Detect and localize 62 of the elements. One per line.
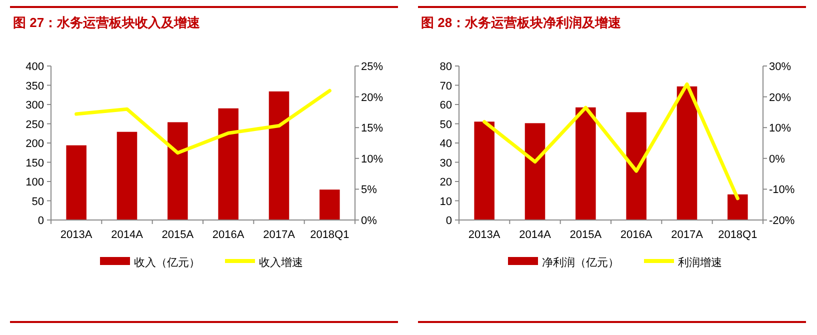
line-series xyxy=(482,82,740,200)
bar xyxy=(576,107,596,220)
y-tick-label: 200 xyxy=(26,138,44,150)
y2-tick-label: 15% xyxy=(361,122,384,135)
y2-tick-label: 30% xyxy=(769,61,792,73)
x-tick-label: 2015A xyxy=(162,229,194,241)
y-tick-label: 50 xyxy=(32,196,44,208)
y-tick-label: 30 xyxy=(440,157,452,170)
chart-title: 图 27：水务运营板块收入及增速 xyxy=(13,15,202,30)
x-tick-label: 2013A xyxy=(468,229,501,241)
y-tick-label: 350 xyxy=(26,80,44,92)
legend-label: 利润增速 xyxy=(678,256,722,269)
bar xyxy=(116,132,138,220)
y-tick-label: 20 xyxy=(440,176,452,188)
line-series xyxy=(74,88,332,155)
bar xyxy=(268,91,290,220)
y-tick-label: 300 xyxy=(26,100,44,112)
y2-tick-label: -20% xyxy=(769,215,795,227)
y-tick-label: 50 xyxy=(440,118,452,131)
y2-tick-label: 20% xyxy=(769,92,792,104)
x-tick-label: 2015A xyxy=(570,229,602,241)
legend-label: 收入增速 xyxy=(259,256,303,269)
y2-tick-label: 25% xyxy=(361,61,384,73)
x-tick-label: 2014A xyxy=(519,229,552,241)
y2-tick-label: 0% xyxy=(361,215,378,227)
legend-label: 净利润（亿元） xyxy=(542,256,619,269)
x-tick-label: 2018Q1 xyxy=(310,229,350,241)
x-tick-label: 2013A xyxy=(60,229,93,241)
y-tick-label: 0 xyxy=(38,215,44,227)
y2-tick-label: 10% xyxy=(361,153,384,166)
bar xyxy=(474,122,494,220)
y-tick-label: 80 xyxy=(440,61,452,73)
x-tick-label: 2016A xyxy=(212,229,245,241)
y-tick-label: 10 xyxy=(440,196,452,208)
x-tick-label: 2014A xyxy=(111,229,144,241)
y-tick-label: 70 xyxy=(440,80,452,92)
bar xyxy=(728,194,748,220)
y2-tick-label: -10% xyxy=(769,184,795,196)
bar xyxy=(168,122,188,220)
x-tick-label: 2018Q1 xyxy=(718,229,758,241)
y-tick-label: 400 xyxy=(26,61,44,73)
y-tick-label: 0 xyxy=(446,215,452,227)
x-tick-label: 2017A xyxy=(263,229,296,241)
y-tick-label: 60 xyxy=(440,100,452,112)
chart-title: 图 28：水务运营板块净利润及增速 xyxy=(421,15,622,30)
y-tick-label: 250 xyxy=(26,118,44,131)
y-tick-label: 100 xyxy=(26,176,44,188)
bar xyxy=(676,86,698,220)
y2-tick-label: 20% xyxy=(361,92,384,104)
y-tick-label: 150 xyxy=(26,157,44,170)
bar xyxy=(66,145,86,220)
legend-label: 收入（亿元） xyxy=(134,256,200,269)
y-tick-label: 40 xyxy=(440,138,452,150)
bar xyxy=(218,108,238,220)
x-tick-label: 2016A xyxy=(620,229,653,241)
x-tick-label: 2017A xyxy=(671,229,704,241)
y2-tick-label: 10% xyxy=(769,122,792,135)
bar xyxy=(320,190,340,220)
y2-tick-label: 5% xyxy=(361,184,378,196)
bar xyxy=(524,123,546,220)
y2-tick-label: 0% xyxy=(769,153,786,166)
bar xyxy=(626,112,646,220)
